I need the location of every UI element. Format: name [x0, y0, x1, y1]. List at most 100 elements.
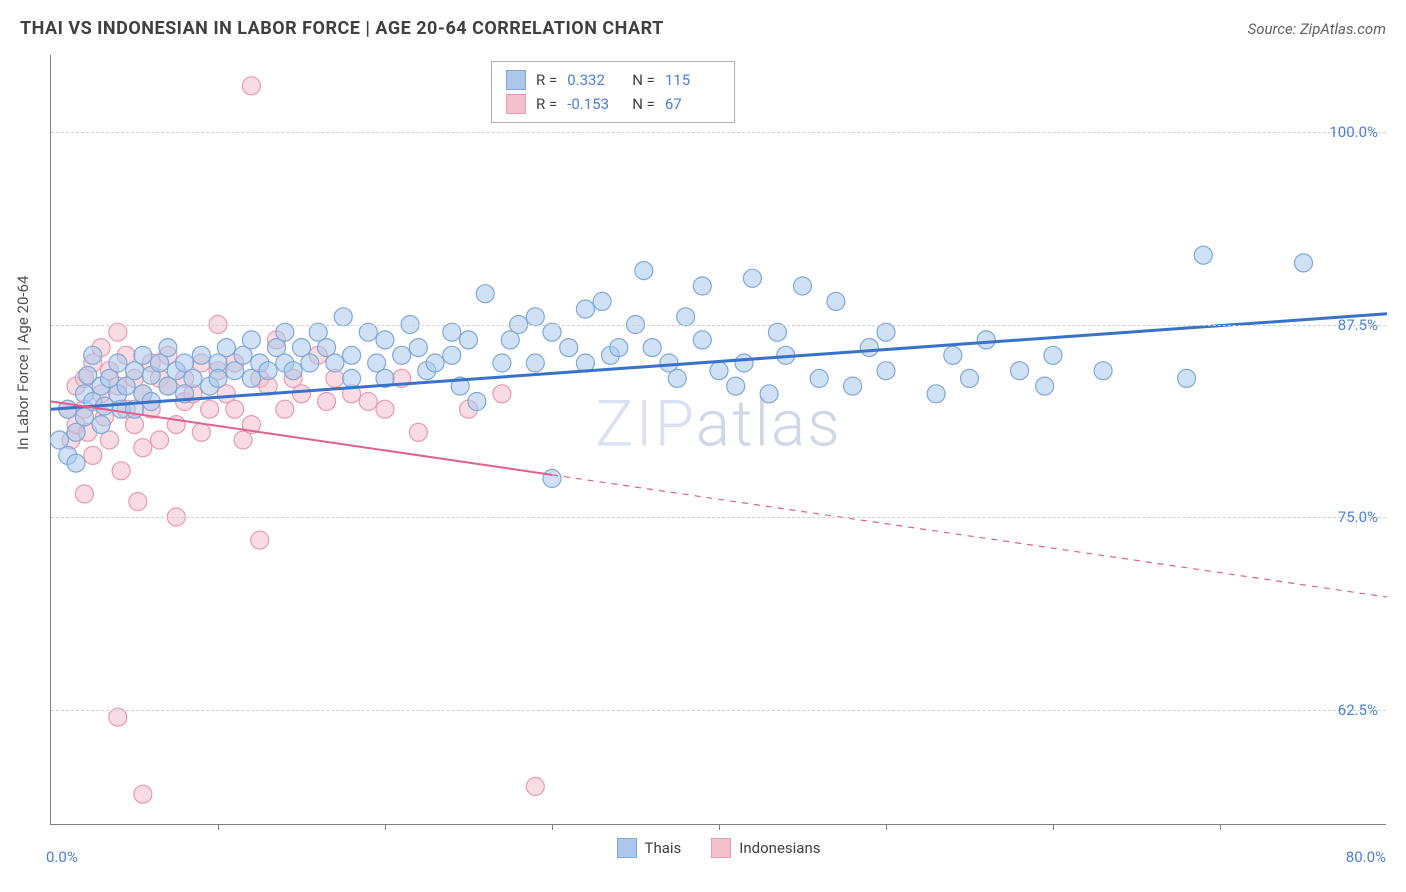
x-tick	[1053, 824, 1054, 830]
thais-point	[242, 331, 260, 349]
indonesians-point	[276, 400, 294, 418]
thais-point	[468, 393, 486, 411]
thais-point	[343, 346, 361, 364]
legend-r-label: R =	[536, 68, 557, 92]
thais-point	[576, 300, 594, 318]
y-tick-label: 62.5%	[1338, 701, 1378, 719]
thais-point	[92, 416, 110, 434]
thais-point	[768, 323, 786, 341]
legend-r-label: R =	[536, 92, 557, 116]
thais-point	[727, 377, 745, 395]
legend-series: Thais Indonesians	[617, 838, 821, 858]
thais-point	[109, 354, 127, 372]
indonesians-point	[526, 778, 544, 796]
thais-point	[593, 292, 611, 310]
legend-swatch	[617, 838, 637, 858]
thais-point	[284, 362, 302, 380]
legend-row: R = 0.332 N = 115	[506, 68, 720, 92]
thais-point	[1044, 346, 1062, 364]
indonesians-point	[112, 462, 130, 480]
indonesians-point	[129, 493, 147, 511]
thais-point	[67, 454, 85, 472]
legend-label: Thais	[645, 839, 682, 857]
thais-point	[560, 339, 578, 357]
thais-point	[635, 262, 653, 280]
thais-point	[860, 339, 878, 357]
indonesians-point	[409, 423, 427, 441]
thais-point	[743, 269, 761, 287]
indonesians-point	[109, 708, 127, 726]
y-tick-label: 87.5%	[1338, 316, 1378, 334]
indonesians-point	[75, 485, 93, 503]
thais-point	[426, 354, 444, 372]
indonesians-point	[151, 431, 169, 449]
legend-swatch	[711, 838, 731, 858]
x-axis-max-label: 80.0%	[1346, 848, 1386, 866]
indonesians-point	[493, 385, 511, 403]
thais-point	[1036, 377, 1054, 395]
thais-point	[343, 369, 361, 387]
thais-point	[643, 339, 661, 357]
thais-point	[393, 346, 411, 364]
gridline	[51, 517, 1386, 518]
x-tick	[385, 824, 386, 830]
legend-label: Indonesians	[739, 839, 820, 857]
indonesians-point	[201, 400, 219, 418]
indonesians-point	[109, 323, 127, 341]
y-axis-label: In Labor Force | Age 20-64	[14, 276, 32, 450]
legend-item: Indonesians	[711, 838, 820, 858]
x-axis-min-label: 0.0%	[46, 848, 78, 866]
thais-point	[610, 339, 628, 357]
legend-n-value: 67	[665, 92, 720, 116]
thais-point	[443, 346, 461, 364]
x-tick	[218, 824, 219, 830]
gridline	[51, 132, 1386, 133]
thais-point	[543, 470, 561, 488]
thais-point	[877, 362, 895, 380]
thais-point	[409, 339, 427, 357]
indonesians-regression-line-extrapolated	[552, 475, 1387, 597]
thais-point	[668, 369, 686, 387]
thais-point	[693, 277, 711, 295]
thais-point	[209, 369, 227, 387]
legend-row: R = -0.153 N = 67	[506, 92, 720, 116]
y-tick-label: 100.0%	[1329, 123, 1378, 141]
thais-point	[944, 346, 962, 364]
thais-point	[159, 339, 177, 357]
legend-item: Thais	[617, 838, 682, 858]
thais-point	[1295, 254, 1313, 272]
thais-point	[1178, 369, 1196, 387]
header: THAI VS INDONESIAN IN LABOR FORCE | AGE …	[0, 0, 1406, 49]
legend-r-value: 0.332	[567, 68, 622, 92]
thais-point	[677, 308, 695, 326]
thais-point	[460, 331, 478, 349]
legend-correlation: R = 0.332 N = 115 R = -0.153 N = 67	[491, 61, 735, 123]
thais-point	[301, 354, 319, 372]
legend-n-value: 115	[665, 68, 720, 92]
x-tick	[552, 824, 553, 830]
indonesians-point	[251, 531, 269, 549]
indonesians-point	[293, 385, 311, 403]
indonesians-point	[359, 393, 377, 411]
gridline	[51, 325, 1386, 326]
thais-point	[877, 323, 895, 341]
y-tick-label: 75.0%	[1338, 508, 1378, 526]
thais-point	[217, 339, 235, 357]
thais-point	[443, 323, 461, 341]
thais-point	[84, 346, 102, 364]
indonesians-point	[134, 439, 152, 457]
thais-point	[543, 323, 561, 341]
thais-point	[710, 362, 728, 380]
legend-n-label: N =	[632, 92, 655, 116]
thais-point	[526, 354, 544, 372]
thais-point	[810, 369, 828, 387]
thais-point	[693, 331, 711, 349]
x-tick	[1220, 824, 1221, 830]
thais-point	[1011, 362, 1029, 380]
indonesians-point	[134, 785, 152, 803]
thais-point	[192, 346, 210, 364]
thais-point	[334, 308, 352, 326]
chart-title: THAI VS INDONESIAN IN LABOR FORCE | AGE …	[20, 18, 664, 39]
thais-point	[526, 308, 544, 326]
thais-point	[977, 331, 995, 349]
